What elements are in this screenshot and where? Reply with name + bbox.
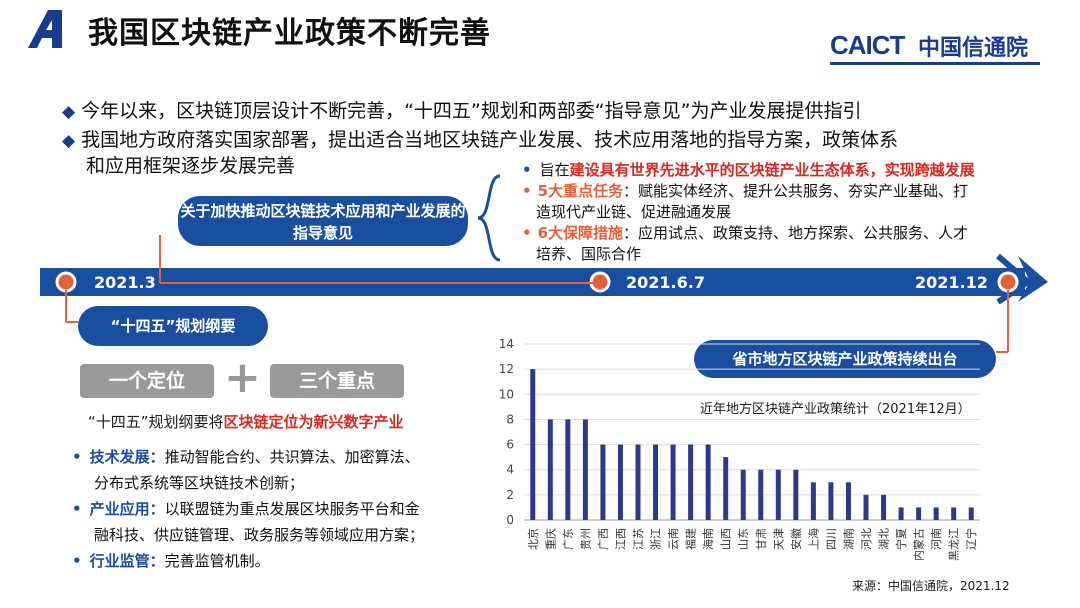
x-tick-label: 河北	[860, 528, 873, 550]
x-tick-label: 北京	[526, 528, 540, 550]
bar-天津	[775, 469, 781, 520]
fyp-list: • 技术发展：推动智能合约、共识算法、加密算法、 分布式系统等区块链技术创新； •…	[72, 444, 492, 574]
page-title: 我国区块链产业政策不断完善	[88, 16, 491, 51]
x-tick-label: 辽宁	[964, 528, 978, 550]
x-tick-label: 江苏	[632, 528, 645, 550]
timeline-date-1: 2021.3	[94, 273, 156, 292]
bullet-2-cont: 和应用框架逐步发展完善	[86, 155, 296, 177]
x-tick-label: 贵州	[579, 528, 592, 550]
y-tick-label: 2	[506, 488, 514, 502]
y-tick-label: 4	[506, 463, 514, 477]
x-tick-label: 广西	[597, 528, 610, 550]
bar-云南	[670, 444, 676, 520]
caict-a-logo-icon	[28, 10, 62, 48]
bar-内蒙古	[916, 507, 922, 520]
y-tick-label: 12	[499, 362, 514, 376]
bar-安徽	[793, 469, 799, 520]
x-tick-label: 上海	[806, 528, 820, 550]
x-tick-label: 宁夏	[894, 528, 908, 550]
bar-贵州	[582, 419, 588, 520]
brand-name: 中国信通院	[918, 36, 1029, 61]
bar-河北	[863, 494, 869, 520]
x-tick-label: 安徽	[789, 528, 803, 550]
bar-甘肃	[758, 469, 764, 520]
y-tick-label: 6	[506, 438, 514, 452]
local-policy-pill: 省市地方区块链产业政策持续出台	[694, 340, 996, 378]
diamond-icon: ◆	[62, 131, 76, 151]
plus-icon: +	[224, 352, 261, 403]
bar-海南	[705, 444, 711, 520]
bar-上海	[810, 482, 816, 520]
x-tick-label: 黑龙江	[948, 528, 961, 561]
bar-福建	[688, 444, 694, 520]
x-tick-label: 海南	[701, 528, 715, 550]
x-tick-label: 河南	[930, 528, 943, 550]
bullet-1: ◆ 今年以来，区块链顶层设计不断完善，“十四五”规划和两部委“指导意见”为产业发展…	[62, 96, 861, 123]
x-tick-label: 江西	[614, 528, 627, 550]
header-divider	[830, 62, 1040, 65]
policy-bar-chart: 0 2 4 6 8 10 12 14 北京 重庆 广东 贵州 广西 江西 江苏 浙江 云南 福建 海南 山西 山东 甘肃天…	[499, 337, 980, 561]
bar-辽宁	[968, 507, 974, 520]
guidance-list: • 旨在建设具有世界先进水平的区块链产业生态体系，实现跨越发展 • 5大重点任务：赋…	[522, 160, 1042, 265]
bar-广西	[600, 444, 606, 520]
x-tick-label: 广东	[562, 528, 575, 550]
bar-四川	[828, 482, 834, 520]
bar-宁夏	[898, 507, 904, 520]
guidance-item: • 旨在建设具有世界先进水平的区块链产业生态体系，实现跨越发展	[522, 161, 975, 179]
y-tick-label: 8	[506, 412, 514, 426]
y-tick-label: 10	[499, 387, 514, 401]
bullet-text: 我国地方政府落实国家部署，提出适合当地区块链产业发展、技术应用落地的指导方案，政…	[81, 129, 899, 151]
fyp-statement: “十四五”规划纲要将区块链定位为新兴数字产业	[88, 413, 404, 431]
guidance-pill: 关于加快推动区块链技术应用和产业发展的指导意见	[178, 196, 468, 246]
timeline-date-2: 2021.6.7	[626, 273, 705, 292]
fyp-item-industry: • 产业应用：以联盟链为重点发展区块服务平台和金	[72, 500, 420, 518]
bar-山西	[723, 457, 729, 520]
x-tick-label: 内蒙古	[912, 528, 926, 561]
x-tick-label: 天津	[772, 528, 785, 550]
x-tick-label: 山西	[720, 528, 733, 550]
bar-湖北	[881, 494, 887, 520]
bar-黑龙江	[951, 507, 957, 520]
x-tick-label: 湖南	[842, 528, 855, 550]
timeline-date-3: 2021.12	[915, 273, 988, 292]
brand-mark: CAICT	[830, 30, 905, 60]
bar-重庆	[547, 419, 553, 520]
fyp-item-tech-cont: 分布式系统等区块链技术创新；	[94, 474, 305, 492]
bar-北京	[530, 369, 536, 520]
guidance-item-cont: 造现代产业链、促进融通发展	[536, 203, 732, 221]
diamond-icon: ◆	[62, 102, 76, 122]
fyp-item-industry-cont: 融科技、供应链管理、政务服务等领域应用方案；	[94, 526, 425, 544]
bullet-text: 今年以来，区块链顶层设计不断完善，“十四五”规划和两部委“指导意见”为产业发展提…	[81, 100, 862, 122]
guidance-item: • 5大重点任务：赋能实体经济、提升公共服务、夯实产业基础、打	[522, 182, 969, 200]
x-tick-label: 甘肃	[755, 528, 768, 550]
bullet-2: ◆ 我国地方政府落实国家部署，提出适合当地区块链产业发展、技术应用落地的指导方案，…	[62, 125, 898, 152]
fyp-item-tech: • 技术发展：推动智能合约、共识算法、加密算法、	[72, 448, 420, 466]
positioning-box: 一个定位	[80, 364, 214, 398]
bar-湖南	[845, 482, 851, 520]
bar-河南	[933, 507, 939, 520]
source-note: 来源：中国信通院，2021.12	[852, 579, 1010, 593]
fyp-item-regulation: • 行业监管：完善监管机制。	[72, 552, 270, 570]
x-tick-label: 云南	[667, 528, 680, 550]
bar-浙江	[653, 444, 659, 520]
x-tick-label: 四川	[825, 528, 838, 550]
x-tick-label: 浙江	[650, 528, 663, 550]
x-tick-label: 湖北	[878, 528, 891, 550]
x-tick-label: 重庆	[543, 528, 557, 550]
bar-山东	[740, 469, 746, 520]
x-tick-label: 福建	[684, 528, 698, 550]
y-tick-label: 0	[506, 513, 514, 527]
guidance-item: • 6大保障措施：应用试点、政策支持、地方探索、公共服务、人才	[522, 224, 969, 242]
guidance-item-cont: 培养、国际合作	[536, 245, 642, 263]
bar-江苏	[635, 444, 641, 520]
bar-广东	[565, 419, 571, 520]
bar-江西	[617, 444, 623, 520]
chart-title: 近年地方区块链产业政策统计（2021年12月）	[700, 402, 971, 417]
priorities-box: 三个重点	[270, 364, 404, 398]
x-tick-label: 山东	[737, 528, 750, 550]
y-tick-label: 14	[499, 337, 514, 351]
fyp-pill: “十四五”规划纲要	[78, 306, 268, 346]
